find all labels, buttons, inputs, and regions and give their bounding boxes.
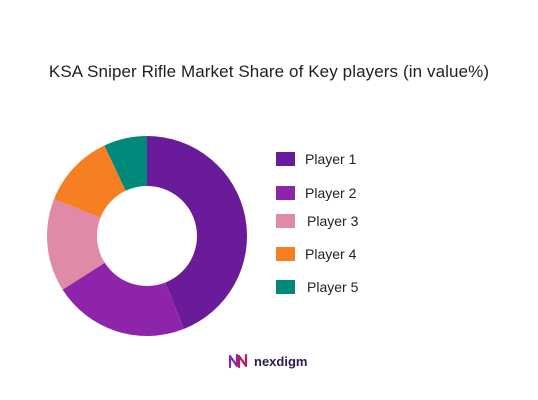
- legend-label: Player 3: [307, 213, 359, 229]
- slice-player-3: [47, 199, 105, 290]
- logo-text: nexdigm: [254, 353, 308, 369]
- legend-item: Player 4: [276, 245, 356, 263]
- legend-swatch: [276, 280, 295, 294]
- slice-player-5: [104, 136, 147, 191]
- legend-item: Player 2: [276, 184, 356, 202]
- legend-item: Player 5: [276, 278, 358, 296]
- chart-title: KSA Sniper Rifle Market Share of Key pla…: [48, 62, 490, 81]
- legend-label: Player 4: [305, 246, 357, 262]
- legend-label: Player 2: [305, 185, 357, 201]
- nexdigm-logo-icon: [228, 353, 248, 369]
- legend-item: Player 3: [276, 212, 358, 230]
- legend-swatch: [276, 247, 295, 261]
- legend-swatch: [276, 214, 295, 228]
- slice-player-2: [62, 262, 184, 336]
- slice-player-4: [54, 145, 126, 218]
- nexdigm-logo: nexdigm: [228, 350, 307, 372]
- legend-swatch: [276, 152, 295, 166]
- legend-label: Player 5: [307, 279, 359, 295]
- legend-swatch: [276, 186, 295, 200]
- legend-item: Player 1: [276, 150, 356, 168]
- slice-player-1: [147, 136, 248, 329]
- chart-legend: Player 1 Player 2 Player 3 Player 4 Player 5: [276, 150, 416, 300]
- legend-label: Player 1: [305, 151, 357, 167]
